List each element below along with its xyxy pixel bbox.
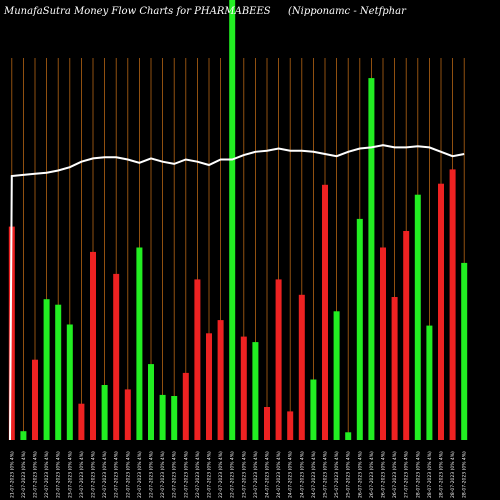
x-tick-label: 22-07-2023 (0% 4%): [149, 451, 155, 498]
x-tick-label: 22-07-2023 (0% 4%): [114, 451, 120, 498]
bar: [391, 297, 398, 440]
x-tick-label: 21-07-2023 (0% 4%): [9, 451, 15, 498]
bar: [368, 78, 375, 440]
x-tick-label: 28-07-2023 (0% 4%): [439, 451, 445, 498]
price-line-path: [9, 144, 465, 441]
x-tick-label: 24-07-2023 (0% 4%): [265, 451, 271, 498]
bar: [136, 247, 143, 440]
bar: [380, 247, 386, 440]
bar: [113, 273, 120, 440]
bar: [20, 431, 27, 440]
x-tick-label: 22-07-2023 (0% 4%): [230, 451, 236, 498]
x-tick-label: 22-07-2023 (0% 4%): [102, 451, 108, 498]
bar: [345, 432, 352, 440]
bar: [8, 226, 15, 440]
bar: [32, 359, 38, 440]
bar: [194, 279, 201, 440]
bar: [438, 183, 444, 440]
x-tick-label: 22-07-2023 (0% 4%): [207, 451, 213, 498]
chart-title: MunafaSutra Money Flow Charts for PHARMA…: [3, 6, 271, 17]
x-tick-label: 28-07-2023 (0% 4%): [427, 451, 433, 498]
x-tick-label: 24-07-2023 (0% 4%): [276, 451, 282, 498]
bar: [426, 325, 433, 440]
x-tick-label: 28-07-2023 (0% 4%): [462, 451, 468, 498]
x-tick-label: 25-07-2023 (0% 4%): [323, 451, 329, 498]
bar: [264, 407, 270, 440]
bar: [159, 394, 166, 440]
bar: [449, 169, 456, 440]
x-tick-label: 23-07-2023 (0% 4%): [79, 451, 85, 498]
x-tick-label: 22-07-2023 (0% 4%): [44, 451, 50, 498]
bar: [66, 324, 73, 440]
x-tick-label: 28-07-2023 (0% 4%): [415, 451, 421, 498]
x-tick-label: 22-07-2023 (0% 4%): [91, 451, 97, 498]
bar: [182, 372, 189, 440]
bar: [124, 389, 131, 440]
bar: [298, 294, 305, 440]
x-tick-label: 22-07-2023 (0% 4%): [56, 451, 62, 498]
bar: [333, 311, 340, 440]
x-tick-label: 25-07-2023 (0% 4%): [346, 451, 352, 498]
bar: [229, 0, 236, 440]
chart-subtitle: (Nipponamc - Netfphar: [288, 6, 407, 17]
x-tick-label: 22-07-2023 (0% 4%): [137, 451, 143, 498]
bar: [171, 396, 178, 440]
x-tick-label: 26-07-2023 (0% 4%): [392, 451, 398, 498]
x-tick-label: 22-07-2023 (0% 4%): [21, 451, 27, 498]
bar: [403, 231, 410, 440]
x-tick-label: 24-07-2023 (0% 4%): [288, 451, 294, 498]
x-tick-label: 22-07-2023 (0% 4%): [183, 451, 189, 498]
bar: [414, 194, 421, 440]
x-tick-label: 22-07-2023 (0% 4%): [172, 451, 178, 498]
x-tick-label: 23-07-2023 (0% 4%): [67, 451, 73, 498]
bar: [322, 184, 328, 440]
x-tick-label: 22-07-2023 (0% 4%): [218, 451, 224, 498]
bar: [43, 299, 50, 440]
x-tick-label: 26-07-2023 (0% 4%): [381, 451, 387, 498]
x-tick-label: 26-07-2023 (0% 4%): [357, 451, 363, 498]
bar: [78, 403, 85, 440]
x-tick-label: 24-07-2023 (0% 4%): [299, 451, 305, 498]
bar: [310, 379, 317, 440]
x-tick-label: 23-07-2023 (0% 4%): [241, 451, 247, 498]
bar: [206, 333, 212, 440]
x-tick-label: 27-07-2023 (0% 4%): [404, 451, 410, 498]
bar: [148, 364, 154, 440]
bar: [252, 342, 259, 440]
x-tick-label: 23-07-2023 (0% 4%): [253, 451, 259, 498]
x-tick-label: 22-07-2023 (0% 4%): [195, 451, 201, 498]
x-tick-label: 22-07-2023 (0% 4%): [33, 451, 39, 498]
bar: [461, 262, 468, 440]
bar: [275, 279, 282, 440]
bar: [101, 385, 108, 440]
x-tick-label: 25-07-2023 (0% 4%): [334, 451, 340, 498]
x-tick-label: 22-07-2023 (0% 4%): [125, 451, 131, 498]
bar: [356, 218, 363, 440]
bar: [55, 304, 62, 440]
bar: [240, 336, 247, 440]
x-axis-tick-labels: 21-07-2023 (0% 4%) 22-07-2023 (0% 4%) 22-0…: [9, 451, 467, 498]
x-tick-label: 22-07-2023 (0% 4%): [160, 451, 166, 498]
bar: [90, 251, 96, 440]
money-flow-bars: [8, 0, 468, 440]
x-tick-label: 24-07-2023 (0% 4%): [311, 451, 317, 498]
bar: [287, 411, 294, 440]
bar: [217, 320, 224, 440]
x-tick-label: 28-07-2023 (0% 4%): [450, 451, 456, 498]
x-tick-label: 26-07-2023 (0% 4%): [369, 451, 375, 498]
price-line: [9, 144, 465, 441]
